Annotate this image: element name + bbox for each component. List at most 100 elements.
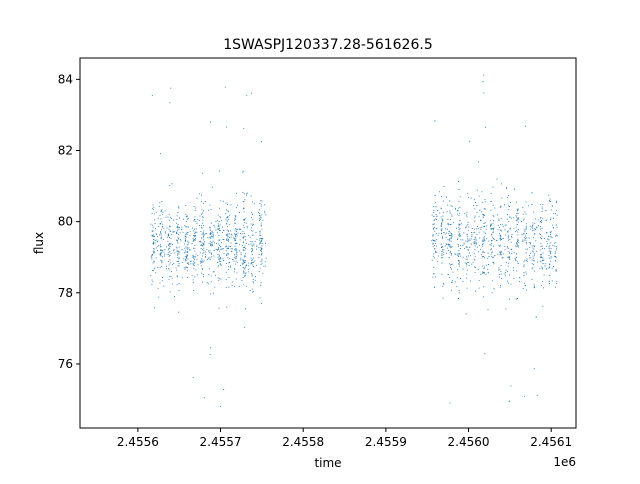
data-point [494,207,496,209]
data-point [541,220,542,222]
data-point [169,259,171,261]
data-point [236,230,238,232]
data-point [471,228,473,229]
data-point [544,237,545,239]
data-point [246,95,248,97]
x-axis: 2.4556 2.4557 2.4558 2.4559 2.4560 2.4561 [117,428,572,449]
data-point [517,239,519,241]
data-point [209,227,211,228]
data-point [155,257,157,259]
data-point [468,196,470,198]
data-point [549,275,551,277]
data-point [443,249,445,251]
data-point [533,283,535,285]
data-point [511,248,513,250]
data-point [259,217,261,219]
data-point [260,222,262,224]
data-point [483,74,485,76]
data-point [474,240,476,242]
data-point [259,297,261,299]
data-point [173,230,175,232]
data-point [210,281,212,283]
data-point [166,236,168,238]
data-point [452,280,454,282]
data-point [218,254,220,256]
data-point [440,224,442,226]
data-point [160,230,162,232]
data-point [440,216,442,218]
data-point [245,265,247,267]
data-point [253,290,255,292]
data-point [482,244,484,245]
data-point [469,140,471,142]
data-point [212,233,214,235]
data-point [499,224,501,225]
data-point [474,266,475,268]
data-point [219,224,221,226]
data-point [464,248,465,249]
data-point [548,194,550,196]
data-point [209,240,211,242]
data-point [466,241,468,243]
data-point [235,233,236,235]
data-point [432,235,434,237]
data-point [201,272,203,274]
data-point [260,249,262,251]
data-point [159,282,161,284]
data-point [251,254,253,255]
data-point [151,255,153,256]
data-point [193,219,195,221]
data-point [193,258,195,260]
data-point [251,275,253,277]
data-point [218,229,220,230]
data-point [251,244,253,246]
data-point [190,260,191,262]
data-point [242,237,244,239]
data-point [449,234,451,236]
data-point [517,246,519,248]
data-point [523,274,525,276]
data-point [443,185,445,187]
data-point [457,210,459,212]
data-point [438,255,440,257]
data-point [220,258,221,260]
data-point [203,244,205,246]
data-point [260,249,262,251]
data-point [504,273,506,275]
data-point [239,228,241,230]
data-point [474,220,476,222]
data-point [502,256,504,258]
data-point [245,272,247,274]
data-point [192,255,194,257]
data-point [156,247,158,249]
data-point [201,237,202,239]
data-point [226,306,228,308]
data-point [195,231,197,233]
data-point [240,233,242,235]
data-point [500,205,502,207]
data-point [250,195,252,197]
data-point [468,226,470,228]
data-point [194,256,196,258]
data-point [521,234,523,236]
data-point [499,276,500,278]
data-point [468,265,470,266]
data-point [204,253,206,255]
data-point [446,252,447,254]
data-point [151,207,153,209]
data-point [212,292,214,294]
data-point [258,211,259,213]
data-point [226,253,228,255]
data-point [471,232,473,233]
data-point [555,245,557,247]
data-point [549,263,551,265]
data-point [451,245,453,247]
data-point [212,240,214,242]
data-point [467,248,469,250]
data-point [222,248,224,250]
data-point [252,201,253,203]
data-point [248,235,250,236]
data-point [504,275,506,277]
data-point [484,215,485,216]
data-point [223,389,225,390]
